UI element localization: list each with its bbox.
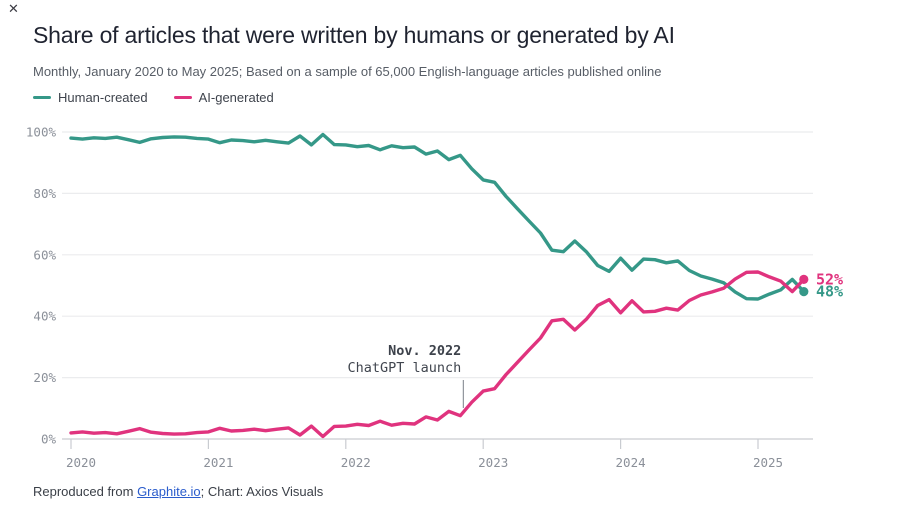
x-axis-tick-label: 2021 [203,455,233,470]
y-axis-tick-label: 60% [33,247,56,262]
line-chart-svg: 0% 20% 40% 60% 80% 100% 2020 2021 2022 2023 2024 20… [26,125,843,471]
x-axis-tick-label: 2024 [616,455,646,470]
series-line-ai-generated [69,270,806,439]
chart-subtitle: Monthly, January 2020 to May 2025; Based… [33,64,662,79]
source-suffix: ; Chart: Axios Visuals [200,484,324,499]
source-prefix: Reproduced from [33,484,138,499]
annotation-subtitle: ChatGPT launch [348,360,462,376]
line-chart: 0% 20% 40% 60% 80% 100% 2020 2021 2022 2023 2024 20… [0,112,900,472]
close-icon[interactable]: ✕ [8,1,19,16]
annotation-title: Nov. 2022 [388,343,461,359]
legend-item-human: Human-created [33,90,148,105]
y-axis-tick-label: 80% [33,186,56,201]
x-axis-tick-label: 2022 [341,455,371,470]
end-dot [799,287,809,297]
y-axis-tick-label: 40% [33,309,56,324]
legend: Human-created AI-generated [33,90,274,105]
legend-label: Human-created [58,90,148,105]
y-axis-tick-label: 100% [26,125,57,140]
y-axis-tick-label: 20% [33,370,56,385]
x-axis-tick-label: 2020 [66,455,96,470]
y-axis-tick-label: 0% [41,432,57,447]
ai-line-swatch [173,95,192,100]
end-value-label: 48% [816,283,843,301]
end-value-label: 52% [816,270,843,288]
end-dot [799,274,809,284]
series-line-human-created [69,132,806,301]
x-axis-tick-label: 2023 [478,455,508,470]
source-note: Reproduced from Graphite.io; Chart: Axio… [33,484,323,499]
x-axis-tick-label: 2025 [753,455,783,470]
legend-label: AI-generated [198,90,274,105]
legend-item-ai: AI-generated [173,90,274,105]
human-line-swatch [33,95,51,100]
page-title: Share of articles that were written by h… [33,22,675,48]
graphite-link[interactable]: Graphite.io [137,484,201,499]
